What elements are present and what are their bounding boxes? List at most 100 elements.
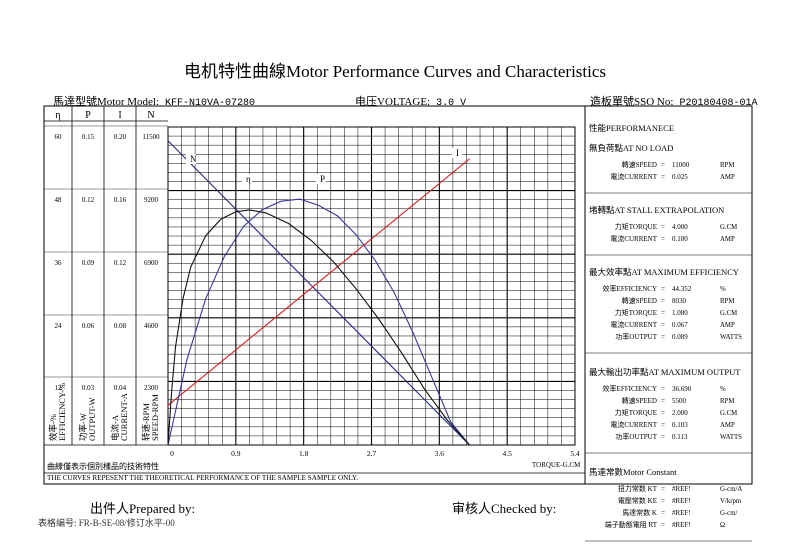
row-eq: = [661, 409, 665, 417]
row-unit: AMP [720, 422, 735, 429]
row-label: 效率EFFICIENCY [603, 284, 657, 293]
checked-by: 审核人Checked by: [452, 501, 557, 516]
prepared-by: 出件人Prepared by: [90, 501, 196, 516]
axis-tick-value: 0.15 [82, 133, 95, 141]
row-eq: = [661, 397, 665, 405]
axis-label-1: 效率-% EFFICIENCY-% [48, 383, 67, 441]
axis-tick-value: 0.04 [114, 384, 127, 392]
x-tick-label: 5.4 [570, 449, 580, 458]
row-value: 0.180 [672, 235, 688, 243]
row-unit: G.CM [720, 310, 737, 317]
section-title: 無負荷點AT NO LOAD [589, 143, 673, 153]
row-value: #REF! [672, 497, 691, 505]
row-unit: V/krpm [720, 498, 742, 505]
row-unit: % [720, 286, 726, 293]
x-tick-label: 4.5 [502, 449, 512, 458]
axis-label-4: 转速-RPM SPEED-RPM [141, 394, 160, 441]
sso-value: P20180408-01A [679, 98, 758, 109]
row-eq: = [661, 521, 665, 529]
motor-model-value: KFF-N10VA-07280 [165, 98, 256, 109]
row-value: #REF! [672, 521, 691, 529]
row-unit: G.CM [720, 410, 737, 417]
row-label: 電流CURRENT [610, 320, 657, 329]
axis-tick-value: 36 [55, 259, 63, 267]
curve-label-bg [316, 174, 326, 184]
sheet-frame [43, 105, 753, 485]
axis-tick-value: 0.12 [82, 196, 95, 204]
page-title: 电机特性曲線Motor Performance Curves and Chara… [183, 62, 607, 81]
row-label: 力矩TORQUE [615, 222, 657, 231]
row-value: 1.080 [672, 309, 688, 317]
row-label: 端子動態電阻 RT [605, 520, 658, 529]
axis-tick-value: 48 [55, 196, 63, 204]
axis-tick-value: 0.12 [114, 259, 127, 267]
row-label: 力矩TORQUE [615, 408, 657, 417]
row-unit: % [720, 386, 726, 393]
row-eq: = [661, 173, 665, 181]
x-axis-title: TORQUE-G.CM [532, 461, 581, 469]
row-label: 電流CURRENT [610, 420, 657, 429]
row-value: 8030 [672, 297, 687, 305]
axis-tick-value: 0.03 [82, 384, 95, 392]
axis-label-line: CURRENT-A [119, 392, 129, 441]
row-eq: = [661, 285, 665, 293]
axis-label-line: OUTPUT-W [87, 397, 97, 441]
curve-label-efficiency: η [246, 174, 251, 184]
row-label: 電壓常数 KE [618, 496, 657, 505]
curve-speed [167, 140, 470, 446]
voltage-label: 电压VOLTAGE: [355, 96, 431, 108]
axis-tick-value: 0.09 [82, 259, 95, 267]
row-value: 4.000 [672, 223, 688, 231]
x-axis: 0 0.9 1.8 2.7 3.6 4.5 5.4 TORQUE-G.CM [170, 449, 581, 469]
chart-grid [167, 126, 576, 446]
axis-tick-value: 11500 [142, 133, 160, 141]
performance-panel: 性能PERFORMANECE 無負荷點AT NO LOAD 轉速SPEED = 1100… [585, 123, 752, 542]
axis-label-2: 功率-W OUTPUT-W [78, 397, 97, 441]
curve-power [167, 198, 470, 446]
row-unit: RPM [720, 398, 734, 405]
sso-label: 造板單號SSO No: [590, 96, 674, 108]
row-label: 功率OUTPUT [615, 432, 657, 441]
curve-label-bg [452, 148, 462, 158]
row-eq: = [661, 223, 665, 231]
axis-tick-value: 24 [55, 322, 63, 330]
axis-label-line: SPEED-RPM [150, 394, 160, 441]
row-unit: G-cm/ [720, 510, 737, 517]
motor-model: 馬達型號Motor Model: KFF-N10VA-07280 [53, 93, 255, 109]
curve-current [167, 158, 470, 406]
section-title: 最大效率點AT MAXIMUM EFFICIENCY [589, 267, 739, 277]
x-tick-label: 0 [170, 449, 174, 458]
axis-head-3: I [118, 110, 121, 121]
row-label: 扭力常数 KT [618, 484, 658, 493]
form-number: 表格编号: FR-B-SE-08/修订水平-00 [38, 518, 175, 528]
row-label: 馬達常数 K [622, 508, 657, 517]
curve-label-bg [242, 174, 252, 184]
axis-tick-value: 0.16 [114, 196, 127, 204]
row-eq: = [661, 321, 665, 329]
panel-title: 性能PERFORMANECE [589, 123, 674, 133]
axis-label-line: 电流-A [110, 414, 120, 441]
row-eq: = [661, 385, 665, 393]
axis-tick-value: 9200 [144, 196, 159, 204]
row-label: 效率EFFICIENCY [603, 384, 657, 393]
row-unit: RPM [720, 298, 734, 305]
x-tick-label: 3.6 [435, 449, 445, 458]
axis-head-4: N [147, 110, 154, 121]
row-eq: = [661, 509, 665, 517]
row-value: #REF! [672, 485, 691, 493]
axis-label-3: 电流-A CURRENT-A [110, 392, 129, 441]
row-unit: AMP [720, 322, 735, 329]
sso-number: 造板單號SSO No: P20180408-01A [590, 93, 757, 109]
row-eq: = [661, 333, 665, 341]
curve-label-current: I [456, 148, 459, 158]
voltage-value: 3.0 V [436, 98, 467, 109]
section-title: 堵轉點AT STALL EXTRAPOLATION [589, 205, 724, 215]
outer-border [43, 105, 753, 485]
row-value: 0.089 [672, 333, 688, 341]
axis-tick-value: 2300 [144, 384, 159, 392]
axis-tick-value: 0.20 [114, 133, 127, 141]
row-value: 0.067 [672, 321, 688, 329]
row-value: 2.000 [672, 409, 688, 417]
row-value: 0.113 [672, 433, 688, 441]
